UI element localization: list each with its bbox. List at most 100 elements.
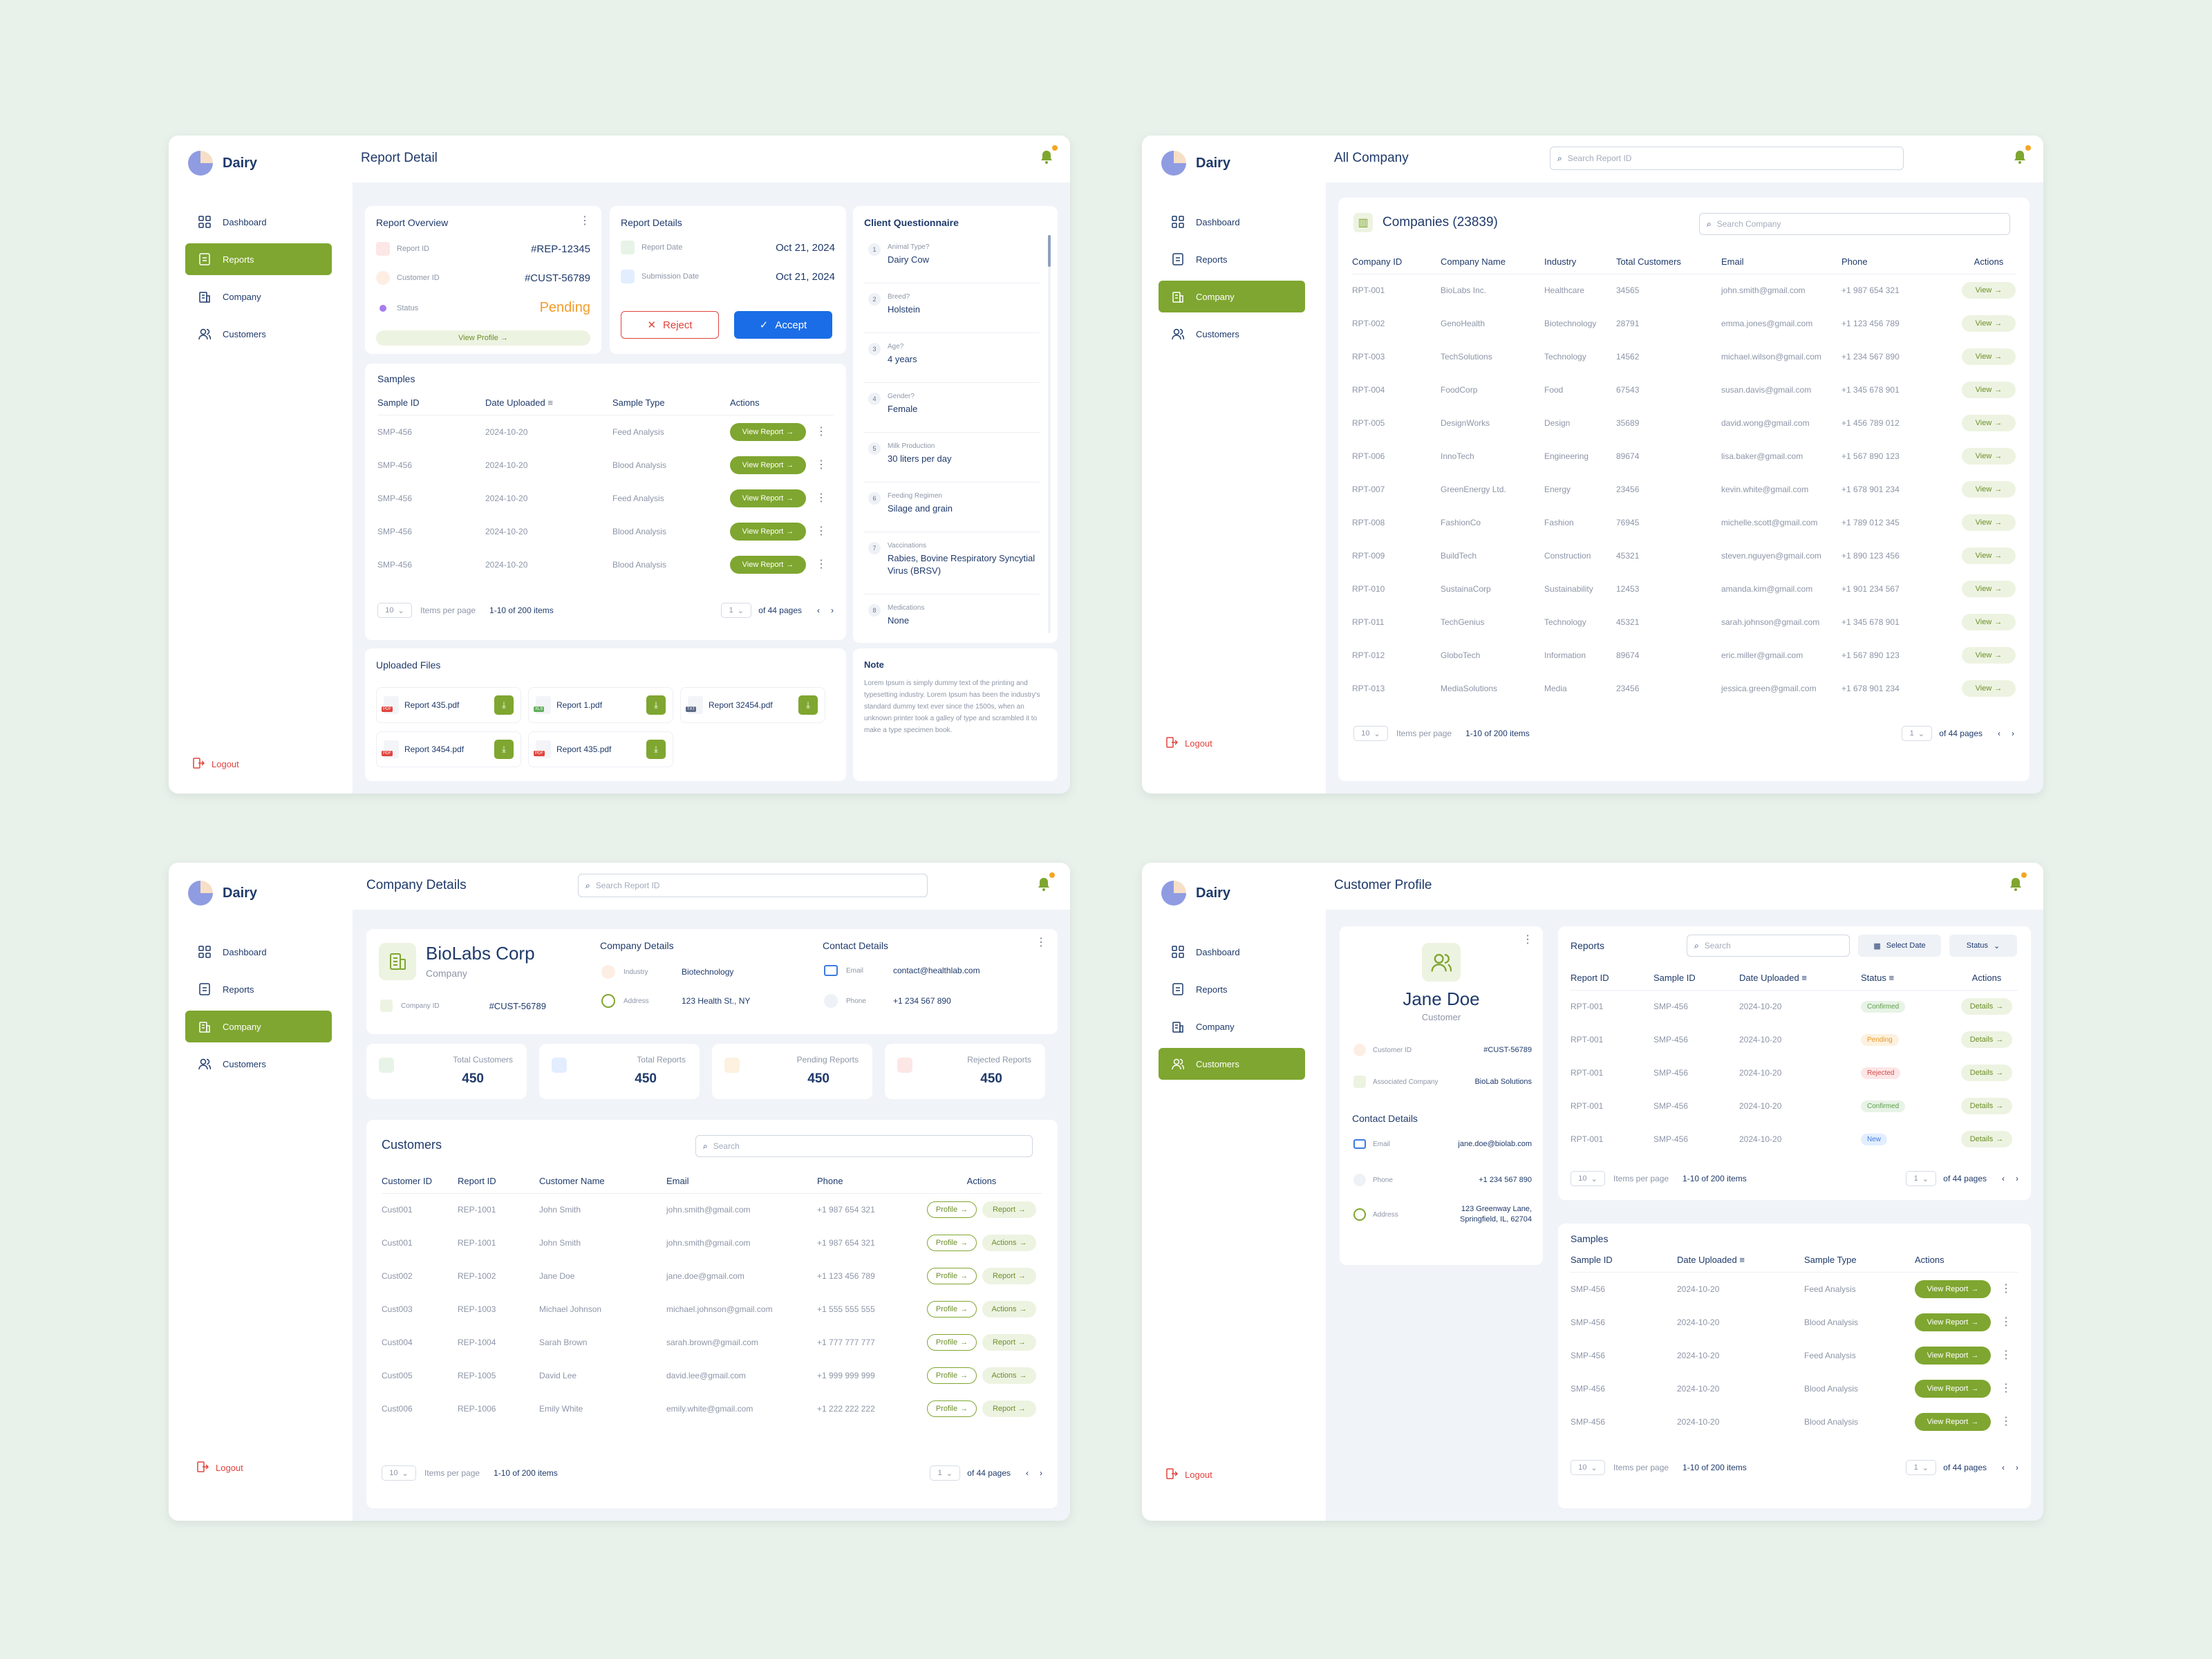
row-action-button[interactable]: Report → bbox=[982, 1268, 1036, 1284]
sidebar-item-company[interactable]: Company bbox=[185, 1011, 332, 1042]
view-report-button[interactable]: View Report → bbox=[1915, 1280, 1991, 1298]
view-report-button[interactable]: View Report → bbox=[1915, 1346, 1991, 1365]
accept-button[interactable]: ✓ Accept bbox=[734, 311, 832, 339]
details-button[interactable]: Details → bbox=[1961, 1065, 2012, 1081]
row-action-button[interactable]: Actions → bbox=[982, 1301, 1036, 1318]
download-button[interactable]: ⤓ bbox=[646, 695, 666, 715]
company-search-input[interactable]: ⌕ Search Company bbox=[1699, 213, 2010, 235]
uploaded-file[interactable]: PDF Report 435.pdf ⤓ bbox=[376, 687, 521, 723]
more-options-icon[interactable]: ⋮ bbox=[2000, 1382, 2012, 1394]
view-report-button[interactable]: View Report → bbox=[1915, 1379, 1991, 1398]
view-button[interactable]: View → bbox=[1962, 348, 2016, 365]
view-button[interactable]: View → bbox=[1962, 647, 2016, 664]
column-header-sortable[interactable]: Date Uploaded ≡ bbox=[1739, 966, 1861, 991]
logout-button[interactable]: Logout bbox=[1165, 736, 1212, 751]
bell-icon[interactable] bbox=[2009, 872, 2027, 892]
view-profile-button[interactable]: View Profile → bbox=[376, 330, 590, 346]
per-page-select[interactable]: 10 ⌄ bbox=[1353, 726, 1388, 741]
view-report-button[interactable]: View Report → bbox=[730, 456, 806, 474]
view-report-button[interactable]: View Report → bbox=[1915, 1313, 1991, 1331]
view-button[interactable]: View → bbox=[1962, 315, 2016, 332]
profile-button[interactable]: Profile → bbox=[927, 1201, 977, 1219]
page-select[interactable]: 1 ⌄ bbox=[1902, 726, 1933, 741]
details-button[interactable]: Details → bbox=[1961, 1031, 2012, 1048]
bell-icon[interactable] bbox=[2013, 145, 2031, 165]
view-report-button[interactable]: View Report → bbox=[730, 489, 806, 507]
logo[interactable]: Dairy bbox=[188, 881, 257, 906]
row-action-button[interactable]: Actions → bbox=[982, 1367, 1036, 1384]
sidebar-item-company[interactable]: Company bbox=[185, 281, 332, 312]
details-button[interactable]: Details → bbox=[1961, 998, 2012, 1015]
view-button[interactable]: View → bbox=[1962, 448, 2016, 465]
logo[interactable]: Dairy bbox=[1161, 881, 1230, 906]
more-options-icon[interactable]: ⋮ bbox=[816, 525, 827, 537]
sidebar-item-customers[interactable]: Customers bbox=[1159, 318, 1305, 350]
more-options-icon[interactable]: ⋮ bbox=[2000, 1282, 2012, 1295]
per-page-select[interactable]: 10 ⌄ bbox=[382, 1465, 416, 1481]
page-select[interactable]: 1 ⌄ bbox=[721, 603, 752, 618]
logo[interactable]: Dairy bbox=[1161, 151, 1230, 176]
status-filter-button[interactable]: Status ⌄ bbox=[1949, 935, 2017, 957]
sidebar-item-reports[interactable]: Reports bbox=[1159, 243, 1305, 275]
profile-button[interactable]: Profile → bbox=[927, 1400, 977, 1417]
details-button[interactable]: Details → bbox=[1961, 1098, 2012, 1114]
more-options-icon[interactable]: ⋮ bbox=[816, 458, 827, 471]
logout-button[interactable]: Logout bbox=[192, 757, 239, 771]
view-button[interactable]: View → bbox=[1962, 415, 2016, 431]
column-header-sortable[interactable]: Date Uploaded ≡ bbox=[1677, 1248, 1804, 1273]
download-button[interactable]: ⤓ bbox=[494, 740, 514, 759]
prev-page-icon[interactable]: ‹ bbox=[2002, 1174, 2005, 1183]
sidebar-item-customers[interactable]: Customers bbox=[185, 318, 332, 350]
questionnaire-scrollbar[interactable] bbox=[1048, 235, 1051, 633]
row-action-button[interactable]: Report → bbox=[982, 1334, 1036, 1351]
more-options-icon[interactable]: ⋮ bbox=[2000, 1415, 2012, 1427]
logout-button[interactable]: Logout bbox=[1165, 1468, 1212, 1482]
next-page-icon[interactable]: › bbox=[831, 606, 834, 615]
view-button[interactable]: View → bbox=[1962, 481, 2016, 498]
download-button[interactable]: ⤓ bbox=[646, 740, 666, 759]
search-input[interactable]: ⌕ Search Report ID bbox=[1550, 147, 1904, 170]
profile-button[interactable]: Profile → bbox=[927, 1235, 977, 1251]
prev-page-icon[interactable]: ‹ bbox=[1026, 1468, 1029, 1478]
select-date-button[interactable]: ▦ Select Date bbox=[1858, 935, 1941, 957]
row-action-button[interactable]: Report → bbox=[982, 1201, 1036, 1219]
view-button[interactable]: View → bbox=[1962, 547, 2016, 564]
more-options-icon[interactable]: ⋮ bbox=[2000, 1349, 2012, 1361]
row-action-button[interactable]: Actions → bbox=[982, 1235, 1036, 1251]
more-options-icon[interactable]: ⋮ bbox=[816, 425, 827, 438]
details-button[interactable]: Details → bbox=[1961, 1131, 2012, 1147]
next-page-icon[interactable]: › bbox=[1040, 1468, 1042, 1478]
page-select[interactable]: 1 ⌄ bbox=[930, 1465, 961, 1481]
more-options-icon[interactable]: ⋮ bbox=[816, 491, 827, 504]
sidebar-item-reports[interactable]: Reports bbox=[185, 243, 332, 275]
prev-page-icon[interactable]: ‹ bbox=[817, 606, 820, 615]
customer-search-input[interactable]: ⌕ Search bbox=[695, 1135, 1033, 1157]
profile-button[interactable]: Profile → bbox=[927, 1301, 977, 1318]
sidebar-item-dashboard[interactable]: Dashboard bbox=[185, 936, 332, 968]
column-header-sortable[interactable]: Status ≡ bbox=[1861, 966, 1955, 991]
next-page-icon[interactable]: › bbox=[2012, 729, 2014, 738]
sidebar-item-dashboard[interactable]: Dashboard bbox=[185, 206, 332, 238]
more-options-icon[interactable]: ⋮ bbox=[1035, 937, 1047, 948]
report-search-input[interactable]: ⌕ Search bbox=[1687, 935, 1850, 957]
logo[interactable]: Dairy bbox=[188, 151, 257, 176]
logout-button[interactable]: Logout bbox=[196, 1461, 243, 1475]
sidebar-item-reports[interactable]: Reports bbox=[185, 973, 332, 1005]
uploaded-file[interactable]: XLS Report 1.pdf ⤓ bbox=[528, 687, 673, 723]
download-button[interactable]: ⤓ bbox=[494, 695, 514, 715]
sidebar-item-company[interactable]: Company bbox=[1159, 281, 1305, 312]
next-page-icon[interactable]: › bbox=[2016, 1463, 2018, 1472]
per-page-select[interactable]: 10 ⌄ bbox=[377, 603, 412, 618]
row-action-button[interactable]: Report → bbox=[982, 1400, 1036, 1417]
uploaded-file[interactable]: PDF Report 435.pdf ⤓ bbox=[528, 731, 673, 767]
bell-icon[interactable] bbox=[1037, 872, 1055, 892]
sidebar-item-customers[interactable]: Customers bbox=[1159, 1048, 1305, 1080]
uploaded-file[interactable]: TXT Report 32454.pdf ⤓ bbox=[680, 687, 825, 723]
search-input[interactable]: ⌕ Search Report ID bbox=[578, 874, 928, 897]
uploaded-file[interactable]: PDF Report 3454.pdf ⤓ bbox=[376, 731, 521, 767]
prev-page-icon[interactable]: ‹ bbox=[1998, 729, 2000, 738]
view-button[interactable]: View → bbox=[1962, 282, 2016, 299]
sidebar-item-customers[interactable]: Customers bbox=[185, 1048, 332, 1080]
profile-button[interactable]: Profile → bbox=[927, 1367, 977, 1384]
view-report-button[interactable]: View Report → bbox=[730, 522, 806, 541]
